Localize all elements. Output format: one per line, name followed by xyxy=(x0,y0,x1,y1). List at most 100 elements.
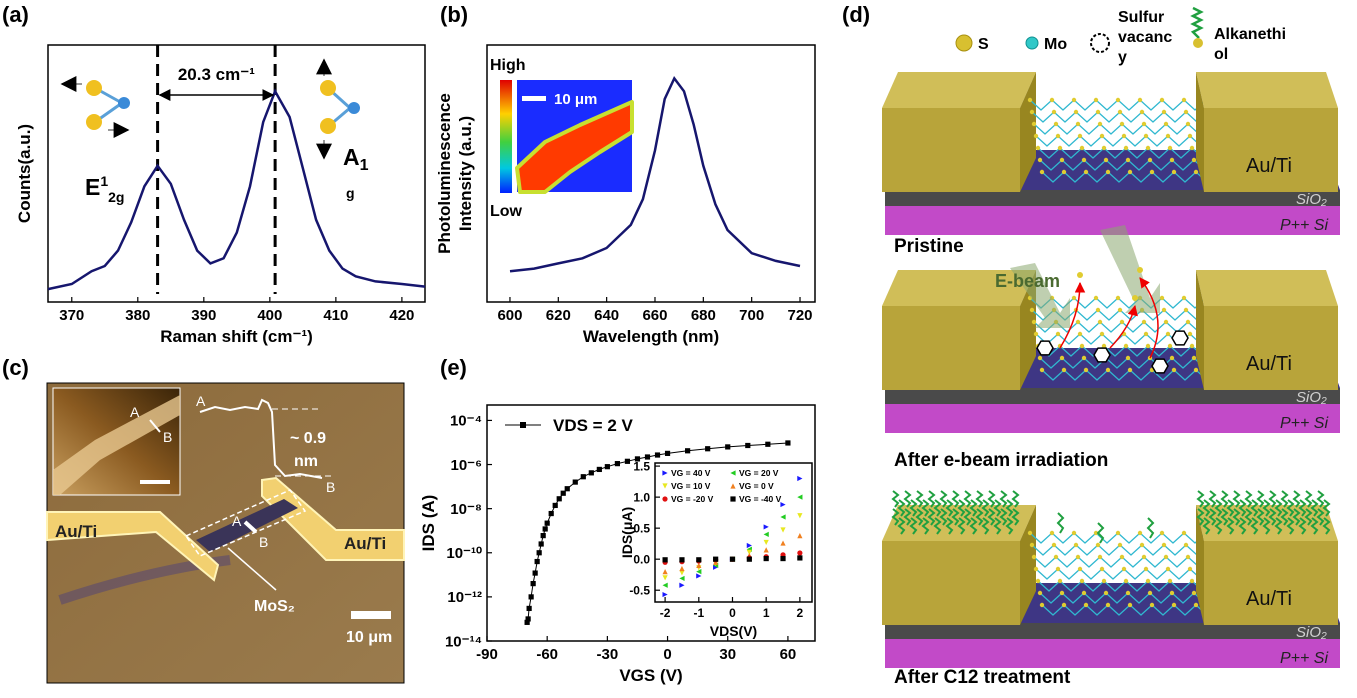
sulfur-atom xyxy=(1190,146,1194,150)
sulfur-atom xyxy=(1080,146,1084,150)
sulfur-atom xyxy=(1058,146,1062,150)
alkanethiol xyxy=(1098,523,1103,543)
x-tick-label: 380 xyxy=(125,307,150,324)
alkanethiol xyxy=(977,491,982,507)
sulfur-atom xyxy=(1166,134,1170,138)
marker xyxy=(597,467,602,472)
electrode-front xyxy=(1204,108,1338,192)
marker xyxy=(553,503,558,508)
electrode-label: Au/Ti xyxy=(55,522,97,541)
height-label: ~ 0.9 xyxy=(290,430,326,447)
sulfur-atom xyxy=(1186,555,1190,559)
sulfur-atom xyxy=(1170,158,1174,162)
sulfur-atom xyxy=(1036,146,1040,150)
sulfur-atom xyxy=(1168,344,1172,348)
legend-text: VG = 20 V xyxy=(739,468,779,478)
sulfur-atom xyxy=(1106,368,1110,372)
sulfur-atom xyxy=(1172,368,1176,372)
sulfur-atom xyxy=(1168,579,1172,583)
sulfur-atom xyxy=(1184,110,1188,114)
alkanethiol xyxy=(1318,491,1323,507)
peak-label-sub: 1 xyxy=(360,157,369,174)
marker xyxy=(797,555,802,560)
legend-text: VG = 0 V xyxy=(739,481,774,491)
x-tick-label: 0 xyxy=(729,606,736,620)
y-tick-label: 0.0 xyxy=(633,552,650,566)
peak-label-sup: 1 xyxy=(100,173,108,189)
sulfur-atom xyxy=(1028,531,1032,535)
x-axis-label: VGS (V) xyxy=(619,666,682,685)
sulfur-atom xyxy=(1140,543,1144,547)
sulfur-atom xyxy=(1054,555,1058,559)
panel-label: (a) xyxy=(2,2,29,27)
vacancy xyxy=(1152,359,1168,373)
sulfur-atom xyxy=(1076,555,1080,559)
marker xyxy=(765,442,770,447)
sulfur-atom xyxy=(1038,158,1042,162)
sulfur-atom xyxy=(1084,368,1088,372)
electrode-top xyxy=(1196,270,1338,306)
sulfur-atom xyxy=(1052,543,1056,547)
sulfur-atom xyxy=(1096,543,1100,547)
alkanethiol xyxy=(1013,491,1018,507)
sulfur-atom xyxy=(1122,567,1126,571)
oxide-label: SiO₂ xyxy=(1296,191,1327,208)
legend-text: y xyxy=(1118,49,1127,66)
marker xyxy=(705,446,710,451)
panel-label: (d) xyxy=(842,2,870,27)
sulfur-atom xyxy=(1076,122,1080,126)
peak-label-sub: 2g xyxy=(108,189,124,205)
y-tick-label: 10⁻⁸ xyxy=(450,501,482,518)
vacancy xyxy=(1094,348,1110,362)
sulfur-atom xyxy=(1137,267,1143,273)
x-tick-label: 1 xyxy=(763,606,770,620)
sulfur-atom xyxy=(1076,320,1080,324)
sulfur-atom xyxy=(1060,356,1064,360)
marker xyxy=(785,440,790,445)
legend-text: VG = 40 V xyxy=(671,468,711,478)
alkanethiol xyxy=(893,491,898,507)
legend-text: VG = -40 V xyxy=(739,494,782,504)
alkanethiol xyxy=(1258,491,1263,507)
y-tick-label: 0.5 xyxy=(633,521,650,535)
sulfur-atom xyxy=(1126,356,1130,360)
marker xyxy=(615,461,620,466)
sulfur-atom xyxy=(1182,296,1186,300)
marker xyxy=(526,616,531,621)
sulfur-atom xyxy=(1056,332,1060,336)
marker xyxy=(696,557,701,562)
sulfur-atom xyxy=(1077,272,1083,278)
electrode-front xyxy=(882,108,1020,192)
point-label: B xyxy=(163,429,172,445)
substrate-label: P++ Si xyxy=(1280,650,1328,667)
legend-text: VG = -20 V xyxy=(671,494,714,504)
sulfur-atom xyxy=(1054,122,1058,126)
sulfur-atom xyxy=(1034,134,1038,138)
electrode-front xyxy=(882,306,1020,390)
sulfur-atom xyxy=(1072,296,1076,300)
substrate-label: P++ Si xyxy=(1280,415,1328,432)
substrate-label: P++ Si xyxy=(1280,217,1328,234)
sulfur-atom xyxy=(1128,170,1132,174)
marker xyxy=(533,570,538,575)
alkanethiol xyxy=(1001,491,1006,507)
sulfur-atom xyxy=(1056,134,1060,138)
sulfur-atom xyxy=(1142,320,1146,324)
marker xyxy=(529,594,534,599)
height-label: nm xyxy=(294,453,318,470)
sulfur-atom xyxy=(1040,603,1044,607)
marker xyxy=(655,452,660,457)
material-label: MoS₂ xyxy=(254,598,295,615)
marker xyxy=(780,556,785,561)
marker xyxy=(561,491,566,496)
sulfur-atom xyxy=(1118,110,1122,114)
sulfur-atom xyxy=(1166,332,1170,336)
sulfur-atom xyxy=(1164,320,1168,324)
sulfur-atom xyxy=(1122,134,1126,138)
x-tick-label: 660 xyxy=(642,307,667,324)
colorbar xyxy=(500,80,512,193)
sulfur-atom xyxy=(1094,98,1098,102)
electrode-label: Au/Ti xyxy=(344,534,386,553)
sulfur-atom xyxy=(1030,543,1034,547)
sulfur-atom xyxy=(1032,320,1036,324)
